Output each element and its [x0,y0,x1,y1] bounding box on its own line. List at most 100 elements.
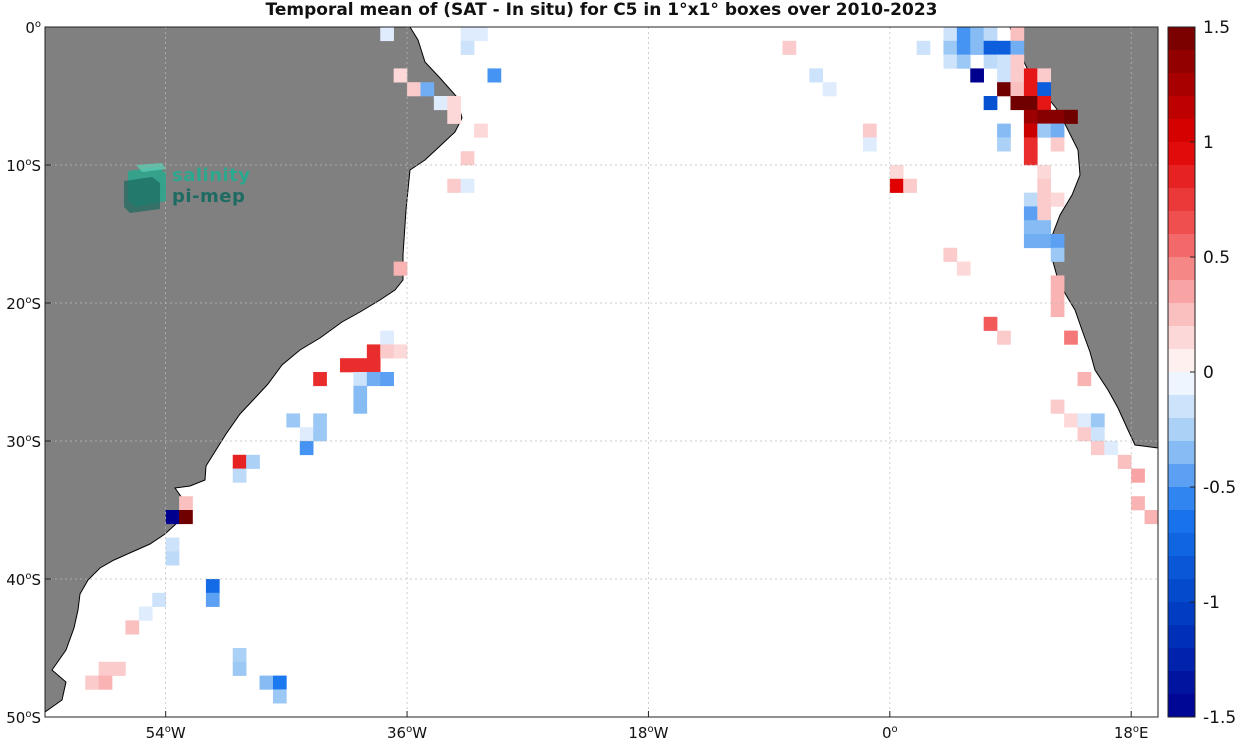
data-cell [232,661,247,676]
data-cell [340,358,354,373]
data-cell [98,661,113,676]
data-cell [1064,109,1078,124]
colorbar-swatch [1168,165,1195,189]
data-cell [997,82,1011,97]
data-cell [313,717,327,731]
data-cell [460,151,475,166]
data-cell [286,413,301,428]
data-cell [179,496,193,511]
data-cell [393,68,408,83]
colorbar-tick-label: 0.5 [1203,248,1230,268]
colorbar-swatch [1168,119,1195,143]
data-cell [943,54,958,69]
data-cell [889,165,904,180]
data-cell [299,441,314,456]
data-cell [1050,275,1065,290]
data-cell [903,178,917,193]
data-cell [1090,441,1105,456]
data-cell [366,344,381,359]
data-cell [1023,192,1038,207]
data-cell [1023,109,1038,124]
data-cell [862,137,877,152]
data-cell [353,399,368,414]
data-cell [1077,413,1092,428]
colorbar-swatch [1168,487,1195,511]
data-cell [125,620,140,635]
data-cell [1023,82,1038,97]
data-cell [862,123,877,138]
data-cell [85,675,99,690]
map-cells-layer [85,27,1158,731]
x-tick-label: 18oW [628,724,668,740]
data-cell [165,510,180,525]
data-cell [916,40,931,55]
colorbar-swatch [1168,533,1195,557]
data-cell [1077,427,1092,442]
data-cell [246,454,260,469]
colorbar-swatch [1168,280,1195,304]
data-cell [983,96,998,111]
data-cell [313,427,327,442]
data-cell [152,592,166,607]
data-cell [460,27,475,42]
data-cell [956,261,971,276]
data-cell [474,123,488,138]
data-cell [366,358,381,373]
colorbar-tick-label: -1.5 [1203,708,1236,728]
data-cell [1010,40,1025,55]
data-cell [1090,427,1105,442]
data-cell [272,675,287,690]
data-cell [983,54,998,69]
data-cell [970,27,984,42]
data-cell [970,40,984,55]
colorbar-swatch [1168,510,1195,534]
data-cell [1050,399,1065,414]
data-cell [782,40,797,55]
data-cell [1037,96,1052,111]
logo-icon [124,163,166,213]
data-cell [943,40,958,55]
data-cell [956,40,971,55]
data-cell [460,40,475,55]
data-cell [259,675,274,690]
data-cell [393,261,408,276]
data-cell [1010,96,1025,111]
y-tick-label: 40oS [6,571,41,589]
x-axis: 54oW 36oW 18oW 0o 18oE [146,711,1149,740]
data-cell [165,551,180,566]
data-cell [474,27,488,42]
data-cell [1104,441,1119,456]
x-tick-label: 18oE [1114,724,1149,740]
data-cell [1037,68,1052,83]
data-cell [1050,247,1065,262]
colorbar-swatch [1168,372,1195,396]
data-cell [997,40,1011,55]
colorbar-swatch [1168,441,1195,465]
colorbar: 1.5 1 0.5 0 -0.5 -1 -1.5 [1167,18,1236,728]
data-cell [112,661,126,676]
data-cell [1023,234,1038,249]
data-cell [1037,178,1052,193]
map-frame [44,26,1159,718]
data-cell [487,68,502,83]
data-cell [366,372,381,387]
data-cell [1090,413,1105,428]
y-tick-label: 0o [25,19,41,37]
colorbar-swatch [1168,50,1195,74]
data-cell [165,537,180,552]
data-cell [970,68,984,83]
map-plot [45,27,1158,731]
data-cell [299,427,314,442]
data-cell [272,689,287,704]
data-cell [956,54,971,69]
data-cell [407,82,421,97]
data-cell [353,385,368,400]
data-cell [1037,165,1052,180]
data-cell [1010,82,1025,97]
data-cell [1050,137,1065,152]
data-cell [1077,372,1092,387]
y-tick-label: 20oS [6,295,41,313]
x-tick-label: 36oW [387,724,427,740]
colorbar-tick-label: 0 [1203,363,1214,383]
data-cell [1064,413,1078,428]
